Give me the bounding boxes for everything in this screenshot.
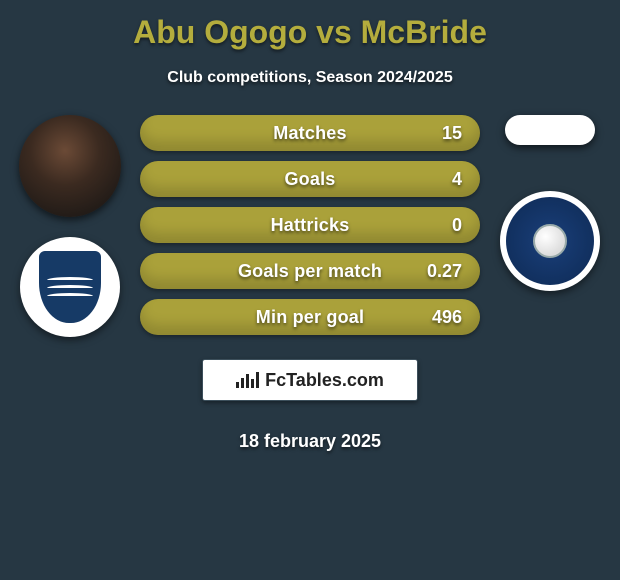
page-title: Abu Ogogo vs McBride — [133, 14, 487, 51]
stat-row-min-per-goal: Min per goal 496 — [140, 299, 480, 335]
stat-value-right: 496 — [432, 307, 462, 328]
club-badge-right — [500, 191, 600, 291]
stat-label: Hattricks — [271, 215, 350, 236]
generated-date: 18 february 2025 — [239, 431, 381, 452]
stat-row-hattricks: Hattricks 0 — [140, 207, 480, 243]
left-player-col — [10, 115, 130, 337]
stat-value-right: 0 — [452, 215, 462, 236]
football-icon — [533, 224, 567, 258]
club-badge-left — [20, 237, 120, 337]
site-logo[interactable]: FcTables.com — [202, 359, 418, 401]
stat-label: Min per goal — [256, 307, 364, 328]
player-photo-right — [505, 115, 595, 145]
stat-row-matches: Matches 15 — [140, 115, 480, 151]
stat-label: Goals per match — [238, 261, 382, 282]
stats-column: Matches 15 Goals 4 Hattricks 0 Goals per… — [130, 115, 490, 452]
stat-row-goals: Goals 4 — [140, 161, 480, 197]
player-photo-left — [19, 115, 121, 217]
stat-value-right: 15 — [442, 123, 462, 144]
site-logo-text: FcTables.com — [265, 370, 384, 391]
root: Abu Ogogo vs McBride Club competitions, … — [0, 0, 620, 452]
main-row: Matches 15 Goals 4 Hattricks 0 Goals per… — [0, 115, 620, 452]
shield-icon — [39, 251, 101, 323]
stat-value-right: 4 — [452, 169, 462, 190]
stat-value-right: 0.27 — [427, 261, 462, 282]
page-subtitle: Club competitions, Season 2024/2025 — [167, 69, 452, 87]
stat-label: Matches — [273, 123, 346, 144]
stat-row-goals-per-match: Goals per match 0.27 — [140, 253, 480, 289]
bar-chart-icon — [236, 372, 259, 388]
stat-label: Goals — [284, 169, 335, 190]
right-player-col — [490, 115, 610, 291]
